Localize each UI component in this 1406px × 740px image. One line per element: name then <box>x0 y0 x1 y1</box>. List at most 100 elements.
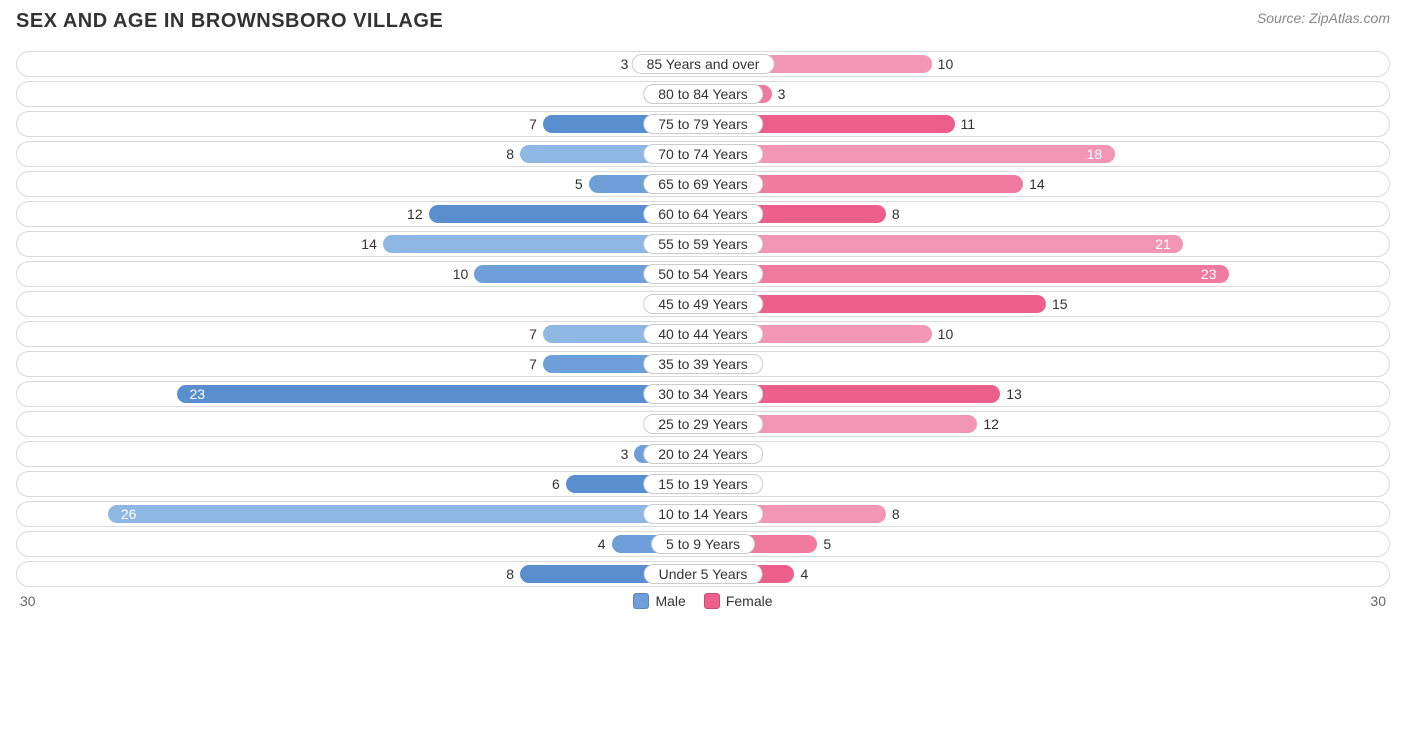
female-value: 8 <box>892 206 900 222</box>
chart-header: SEX AND AGE IN BROWNSBORO VILLAGE Source… <box>16 10 1390 33</box>
axis-left-max: 30 <box>20 593 36 609</box>
age-group-label: 20 to 24 Years <box>643 444 763 464</box>
legend-item-male: Male <box>633 593 685 609</box>
pyramid-row: 7135 to 39 Years <box>16 351 1390 377</box>
pyramid-row: 7 10 40 to 44 Years <box>16 321 1390 347</box>
age-group-label: 30 to 34 Years <box>643 384 763 404</box>
male-value: 12 <box>407 206 423 222</box>
female-value: 10 <box>938 326 954 342</box>
age-group-label: 65 to 69 Years <box>643 174 763 194</box>
female-value: 11 <box>961 116 976 132</box>
age-group-label: 40 to 44 Years <box>643 324 763 344</box>
pyramid-row-track: 7 11 75 to 79 Years <box>16 111 1390 137</box>
male-value: 6 <box>552 476 560 492</box>
pyramid-row: 11225 to 29 Years <box>16 411 1390 437</box>
male-value: 7 <box>529 326 537 342</box>
pyramid-row: 2380 to 84 Years <box>16 81 1390 107</box>
axis-right-max: 30 <box>1370 593 1386 609</box>
male-value: 23 <box>190 386 206 402</box>
female-value: 14 <box>1029 176 1045 192</box>
pyramid-row: 14 21 55 to 59 Years <box>16 231 1390 257</box>
female-value: 21 <box>1155 236 1171 252</box>
pyramid-row-track: 4 5 5 to 9 Years <box>16 531 1390 557</box>
legend-swatch-male <box>633 593 649 609</box>
age-group-label: 70 to 74 Years <box>643 144 763 164</box>
pyramid-row-track: 5 14 65 to 69 Years <box>16 171 1390 197</box>
pyramid-row: 3 10 85 Years and over <box>16 51 1390 77</box>
male-value: 7 <box>529 116 537 132</box>
pyramid-row-track: 3120 to 24 Years <box>16 441 1390 467</box>
age-group-label: 55 to 59 Years <box>643 234 763 254</box>
male-value: 4 <box>598 536 606 552</box>
female-bar <box>703 235 1183 253</box>
pyramid-row: 6215 to 19 Years <box>16 471 1390 497</box>
male-value: 8 <box>506 566 514 582</box>
age-group-label: 25 to 29 Years <box>643 414 763 434</box>
age-group-label: 75 to 79 Years <box>643 114 763 134</box>
pyramid-row: 26810 to 14 Years <box>16 501 1390 527</box>
female-value: 23 <box>1201 266 1217 282</box>
age-group-label: 50 to 54 Years <box>643 264 763 284</box>
male-value: 8 <box>506 146 514 162</box>
legend-label-male: Male <box>655 593 685 609</box>
chart-footer: 30 Male Female 30 <box>16 593 1390 609</box>
pyramid-row-track: 7 10 40 to 44 Years <box>16 321 1390 347</box>
male-bar <box>108 505 703 523</box>
pyramid-row: 12 8 60 to 64 Years <box>16 201 1390 227</box>
female-value: 8 <box>892 506 900 522</box>
pyramid-row-track: 12 8 60 to 64 Years <box>16 201 1390 227</box>
pyramid-row-track: 10 23 50 to 54 Years <box>16 261 1390 287</box>
pyramid-row-track: 26810 to 14 Years <box>16 501 1390 527</box>
male-value: 26 <box>121 506 137 522</box>
female-value: 5 <box>823 536 831 552</box>
female-value: 15 <box>1052 296 1068 312</box>
pyramid-row-track: 3 10 85 Years and over <box>16 51 1390 77</box>
male-value: 7 <box>529 356 537 372</box>
female-bar <box>703 145 1115 163</box>
female-value: 13 <box>1006 386 1022 402</box>
female-bar <box>703 265 1229 283</box>
male-value: 10 <box>453 266 469 282</box>
pyramid-row-track: 8 18 70 to 74 Years <box>16 141 1390 167</box>
female-value: 12 <box>983 416 999 432</box>
age-group-label: Under 5 Years <box>644 564 763 584</box>
age-group-label: 5 to 9 Years <box>651 534 755 554</box>
age-group-label: 15 to 19 Years <box>643 474 763 494</box>
male-value: 14 <box>361 236 377 252</box>
age-group-label: 80 to 84 Years <box>643 84 763 104</box>
pyramid-row: 4 5 5 to 9 Years <box>16 531 1390 557</box>
pyramid-row: 8 4 Under 5 Years <box>16 561 1390 587</box>
female-value: 10 <box>938 56 954 72</box>
male-value: 5 <box>575 176 583 192</box>
pyramid-row: 10 23 50 to 54 Years <box>16 261 1390 287</box>
pyramid-row: 7 11 75 to 79 Years <box>16 111 1390 137</box>
age-group-label: 45 to 49 Years <box>643 294 763 314</box>
male-value: 3 <box>621 446 629 462</box>
pyramid-row: 8 18 70 to 74 Years <box>16 141 1390 167</box>
legend-item-female: Female <box>704 593 773 609</box>
pyramid-row: 3120 to 24 Years <box>16 441 1390 467</box>
pyramid-row-track: 7135 to 39 Years <box>16 351 1390 377</box>
male-bar <box>177 385 703 403</box>
female-value: 4 <box>800 566 808 582</box>
pyramid-row-track: 8 4 Under 5 Years <box>16 561 1390 587</box>
chart-source: Source: ZipAtlas.com <box>1257 10 1390 26</box>
pyramid-row-track: 11225 to 29 Years <box>16 411 1390 437</box>
male-value: 3 <box>621 56 629 72</box>
pyramid-row: 5 14 65 to 69 Years <box>16 171 1390 197</box>
legend: Male Female <box>633 593 772 609</box>
female-value: 3 <box>778 86 786 102</box>
age-group-label: 60 to 64 Years <box>643 204 763 224</box>
population-pyramid: 31085 Years and over2380 to 84 Years7117… <box>16 51 1390 587</box>
chart-title: SEX AND AGE IN BROWNSBORO VILLAGE <box>16 10 443 33</box>
legend-swatch-female <box>704 593 720 609</box>
age-group-label: 35 to 39 Years <box>643 354 763 374</box>
pyramid-row-track: 23 13 30 to 34 Years <box>16 381 1390 407</box>
pyramid-row-track: 6215 to 19 Years <box>16 471 1390 497</box>
pyramid-row-track: 2380 to 84 Years <box>16 81 1390 107</box>
female-value: 18 <box>1087 146 1103 162</box>
legend-label-female: Female <box>726 593 773 609</box>
age-group-label: 85 Years and over <box>632 54 775 74</box>
pyramid-row-track: 14 21 55 to 59 Years <box>16 231 1390 257</box>
pyramid-row: 23 13 30 to 34 Years <box>16 381 1390 407</box>
